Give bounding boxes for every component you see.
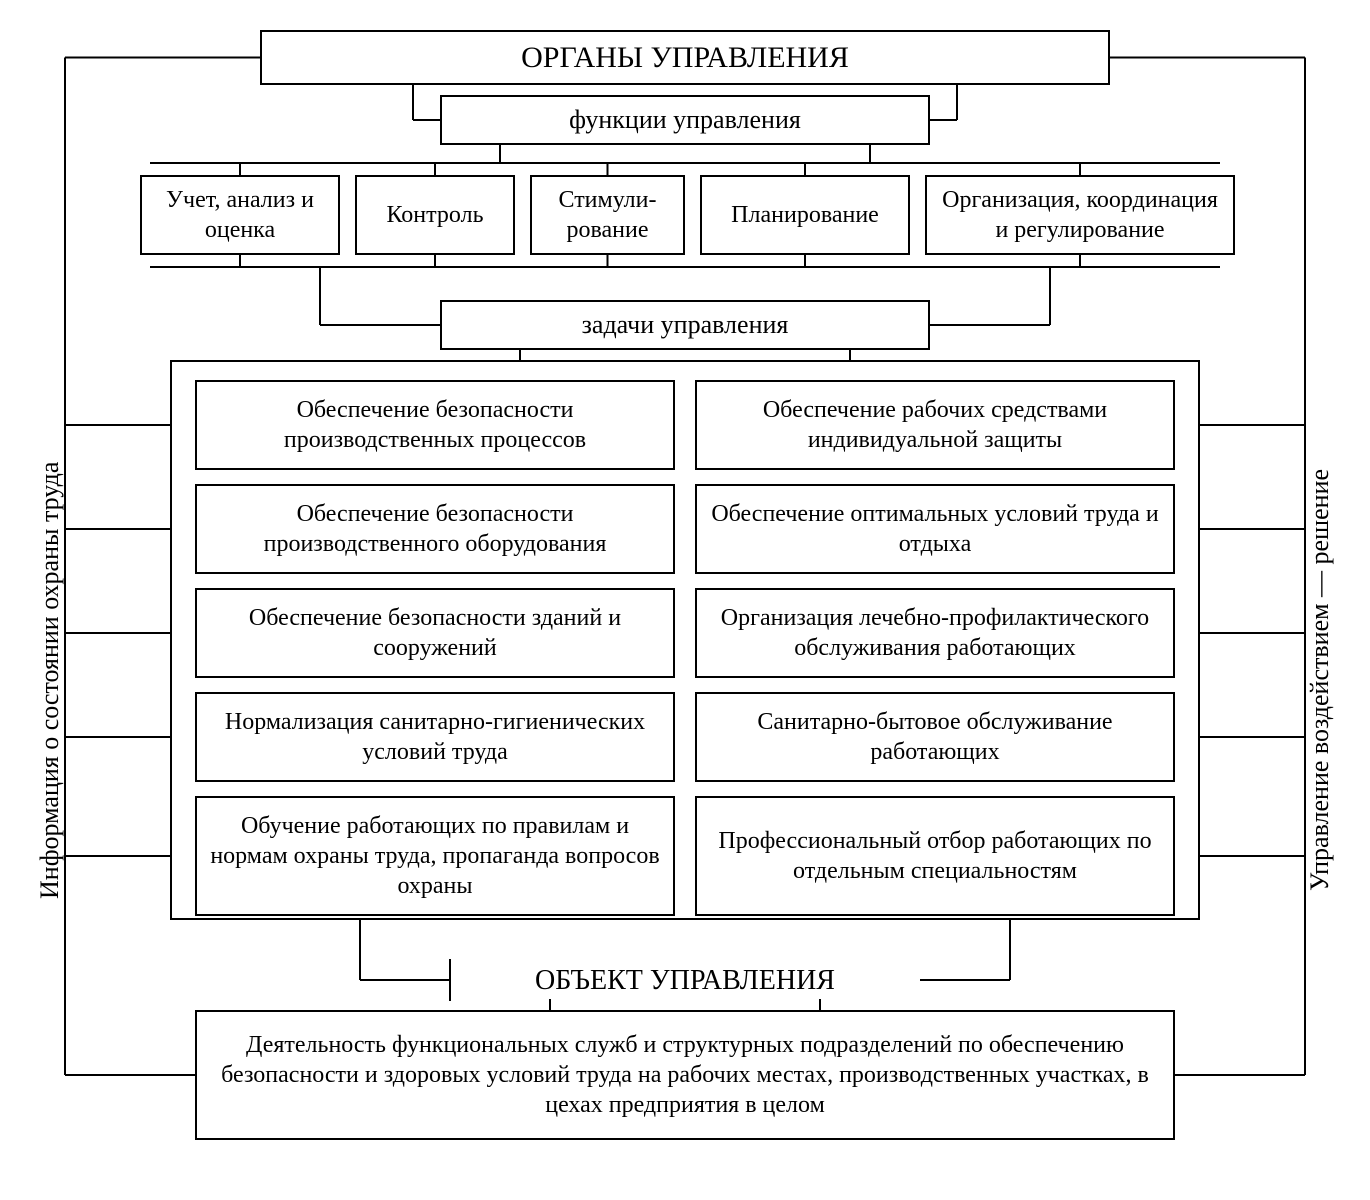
task-box: Обучение работающих по правилам и нормам… — [195, 796, 675, 916]
top-title-box: ОРГАНЫ УПРАВЛЕНИЯ — [260, 30, 1110, 85]
functions-label-text: функции управления — [569, 104, 801, 137]
function-box: Учет, анализ и оценка — [140, 175, 340, 255]
function-text: Организация, координация и регулирование — [935, 185, 1225, 245]
task-box: Обеспечение безопасности производственны… — [195, 380, 675, 470]
left-side-label: Информация о состоянии охраны труда — [30, 360, 70, 1000]
right-side-text: Управление воздействием — решение — [1305, 469, 1335, 891]
task-text: Обеспечение безопасности зданий и сооруж… — [205, 603, 665, 663]
task-box: Организация лечебно-профилакти­ческого о… — [695, 588, 1175, 678]
object-text-box: Деятельность функциональных служб и стру… — [195, 1010, 1175, 1140]
task-box: Обеспечение рабочих средствами индивидуа… — [695, 380, 1175, 470]
function-box: Контроль — [355, 175, 515, 255]
task-text: Нормализация санитарно-гигиенических усл… — [205, 707, 665, 767]
task-box: Обеспечение безопасности производственно… — [195, 484, 675, 574]
task-text: Обеспечение безопасности производственны… — [205, 395, 665, 455]
task-box: Санитарно-бытовое обслуживание работающи… — [695, 692, 1175, 782]
function-text: Контроль — [386, 200, 483, 230]
right-side-label: Управление воздействием — решение — [1300, 360, 1340, 1000]
task-text: Обеспечение рабочих средствами индивидуа… — [705, 395, 1165, 455]
object-text-content: Деятельность функциональных служб и стру… — [205, 1030, 1165, 1120]
function-box: Организация, координация и регулирование — [925, 175, 1235, 255]
task-text: Профессиональный отбор работающих по отд… — [705, 826, 1165, 886]
task-box: Нормализация санитарно-гигиенических усл… — [195, 692, 675, 782]
task-text: Обучение работающих по правилам и нормам… — [205, 811, 665, 901]
task-text: Обеспечение оптимальных условий труда и … — [705, 499, 1165, 559]
task-box: Обеспечение безопасности зданий и сооруж… — [195, 588, 675, 678]
functions-label-box: функции управления — [440, 95, 930, 145]
object-title-text: ОБЪЕКТ УПРАВЛЕНИЯ — [535, 963, 835, 998]
function-box: Стимули­рование — [530, 175, 685, 255]
tasks-label-box: задачи управления — [440, 300, 930, 350]
task-text: Обеспечение безопасности производственно… — [205, 499, 665, 559]
function-text: Планирование — [731, 200, 879, 230]
tasks-label-text: задачи управления — [582, 309, 789, 342]
function-box: Планирование — [700, 175, 910, 255]
top-title-text: ОРГАНЫ УПРАВЛЕНИЯ — [521, 39, 849, 77]
task-box: Профессиональный отбор работающих по отд… — [695, 796, 1175, 916]
task-box: Обеспечение оптимальных условий труда и … — [695, 484, 1175, 574]
management-diagram: ОРГАНЫ УПРАВЛЕНИЯ функции управления Уче… — [0, 0, 1370, 1200]
function-text: Учет, анализ и оценка — [150, 185, 330, 245]
object-title-box: ОБЪЕКТ УПРАВЛЕНИЯ — [450, 955, 920, 1005]
task-text: Организация лечебно-профилакти­ческого о… — [705, 603, 1165, 663]
left-side-text: Информация о состоянии охраны труда — [35, 461, 65, 898]
task-text: Санитарно-бытовое обслуживание работающи… — [705, 707, 1165, 767]
function-text: Стимули­рование — [540, 185, 675, 245]
